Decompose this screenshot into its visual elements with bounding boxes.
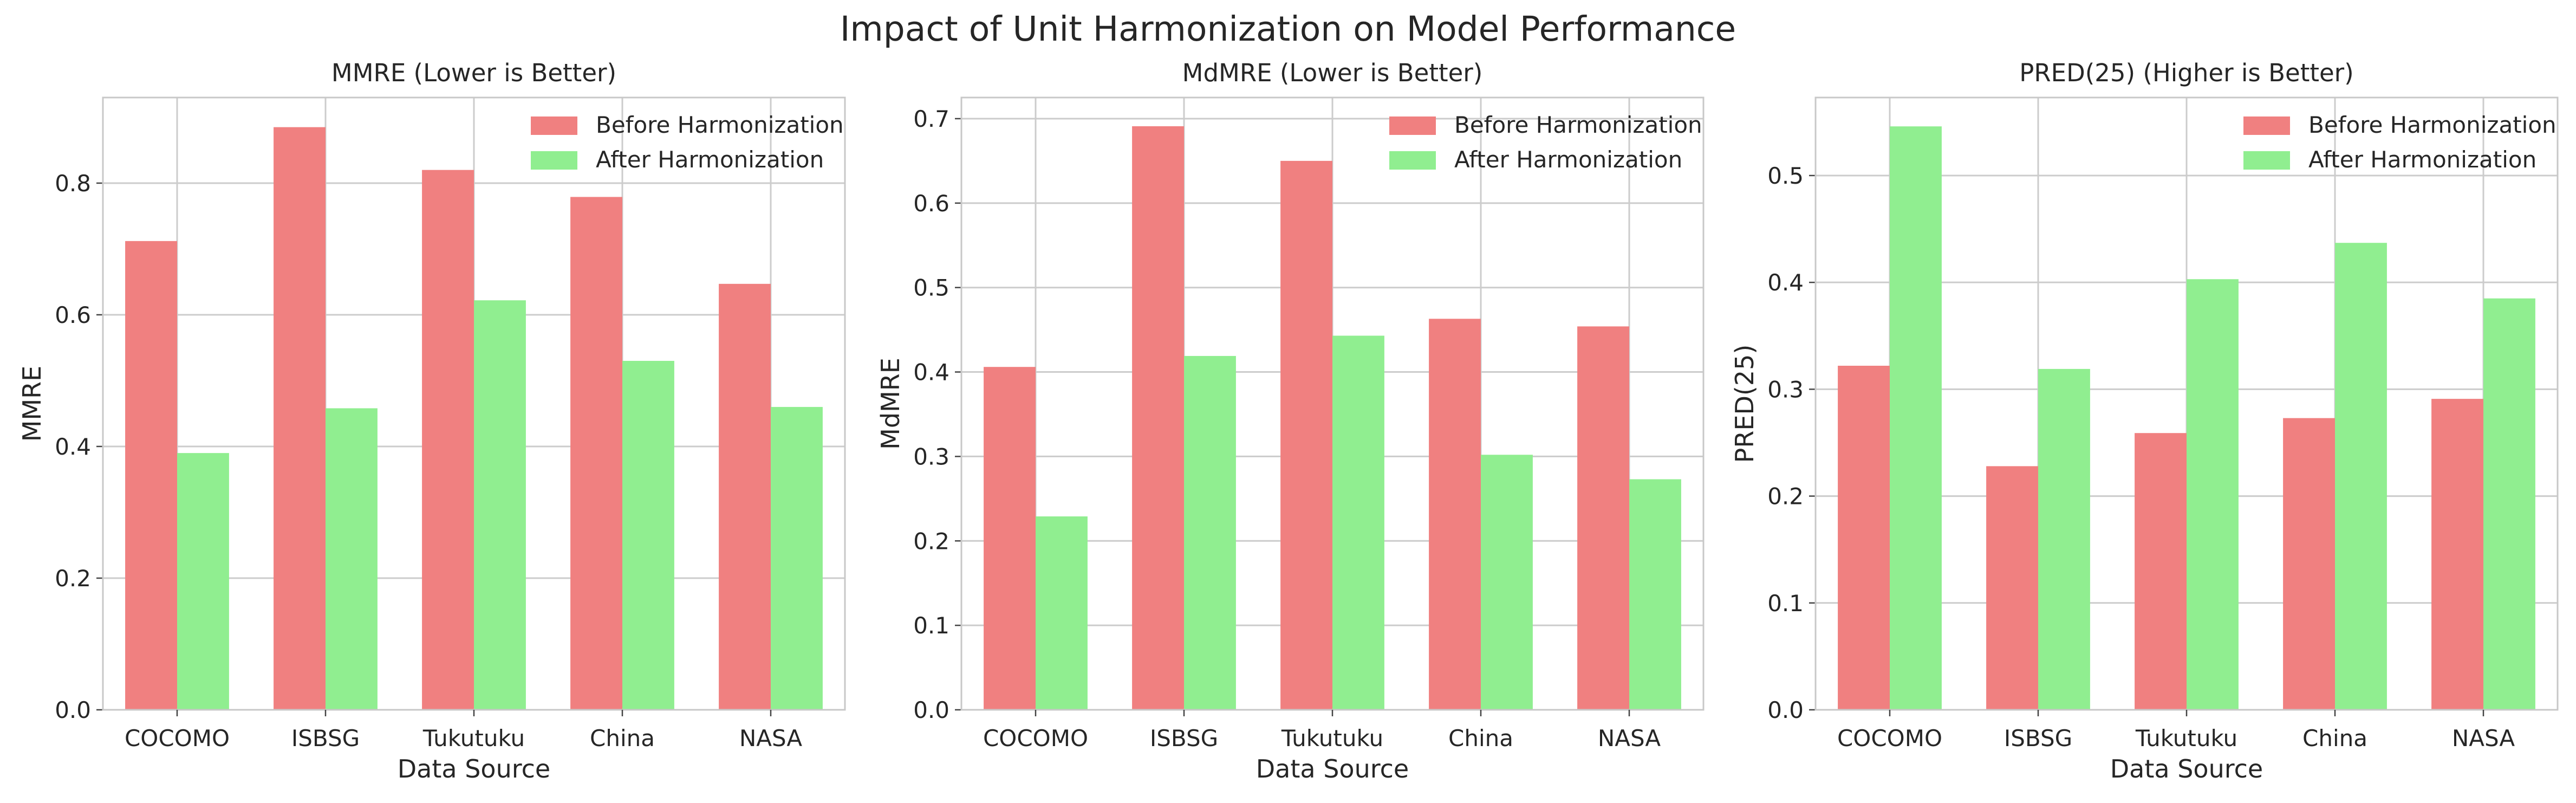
bar-after-cocomo: [1036, 516, 1088, 710]
x-tick-label: China: [590, 725, 655, 752]
bar-after-isbsg: [1184, 355, 1236, 710]
bar-before-china: [570, 197, 622, 710]
bar-before-china: [2283, 418, 2335, 710]
y-tick-label: 0.2: [1767, 483, 1804, 510]
bar-after-china: [622, 361, 674, 710]
x-tick-label: NASA: [1598, 725, 1661, 752]
bar-before-isbsg: [274, 127, 326, 710]
legend: Before Harmonization After Harmonization: [531, 112, 844, 173]
x-tick-label: Tukutuku: [422, 725, 525, 752]
x-tick-label: ISBSG: [291, 725, 360, 752]
bar-after-tukutuku: [1332, 335, 1384, 710]
x-axis-label: Data Source: [1256, 754, 1409, 783]
bar-before-cocomo: [984, 367, 1036, 710]
bar-before-nasa: [719, 283, 771, 710]
bar-after-isbsg: [326, 408, 378, 710]
y-tick-label: 0.1: [913, 612, 949, 639]
y-tick-label: 0.7: [913, 106, 949, 132]
y-tick-label: 0.0: [55, 697, 91, 723]
y-tick-label: 0.2: [913, 528, 949, 554]
y-tick-label: 0.6: [55, 302, 91, 328]
legend: Before Harmonization After Harmonization: [2243, 112, 2557, 173]
bar-before-tukutuku: [422, 170, 474, 710]
legend-swatch-before: [2243, 116, 2290, 135]
x-tick-label: COCOMO: [983, 725, 1088, 752]
y-tick-label: 0.4: [913, 359, 949, 386]
y-tick-label: 0.5: [1767, 163, 1804, 189]
y-tick-label: 0.8: [55, 170, 91, 197]
bar-before-nasa: [2431, 399, 2483, 710]
bar-after-nasa: [2483, 298, 2535, 710]
y-axis-label: MMRE: [17, 366, 47, 442]
chart-panels: 0.0 0.2 0.4 0.6 0.8 COCOMO ISBSG Tukutuku China N…: [17, 59, 2559, 783]
subplot-title: MMRE (Lower is Better): [331, 59, 616, 87]
y-axis-label: PRED(25): [1730, 345, 1759, 463]
y-tick-label: 0.4: [1767, 269, 1804, 296]
legend-label-after: After Harmonization: [596, 146, 824, 173]
bar-before-cocomo: [125, 241, 177, 710]
legend-swatch-after: [1389, 151, 1436, 170]
x-tick-label: COCOMO: [1837, 725, 1942, 752]
bar-after-tukutuku: [2187, 279, 2239, 710]
x-axis-label: Data Source: [2110, 754, 2263, 783]
bar-before-isbsg: [1132, 126, 1184, 710]
bar-before-tukutuku: [1280, 160, 1332, 710]
y-tick-label: 0.4: [55, 433, 91, 460]
bar-after-china: [1481, 455, 1533, 710]
legend-label-before: Before Harmonization: [2308, 112, 2557, 138]
y-tick-label: 0.2: [55, 565, 91, 592]
legend: Before Harmonization After Harmonization: [1389, 112, 1702, 173]
bar-before-tukutuku: [2135, 433, 2187, 710]
legend-swatch-before: [531, 116, 577, 135]
bar-after-cocomo: [1890, 126, 1942, 710]
bar-after-cocomo: [177, 453, 229, 710]
y-axis-label: MdMRE: [876, 358, 905, 450]
x-tick-label: ISBSG: [1150, 725, 1218, 752]
bar-after-tukutuku: [474, 300, 526, 710]
x-tick-label: Tukutuku: [2135, 725, 2237, 752]
subplot-title: PRED(25) (Higher is Better): [2019, 59, 2353, 87]
y-tick-label: 0.0: [1767, 697, 1804, 723]
bar-before-isbsg: [1986, 466, 2038, 710]
x-tick-label: Tukutuku: [1281, 725, 1383, 752]
x-axis-label: Data Source: [398, 754, 550, 783]
x-tick-label: China: [2302, 725, 2367, 752]
y-tick-label: 0.5: [913, 275, 949, 301]
subplot-title: MdMRE (Lower is Better): [1182, 59, 1483, 87]
figure-title: Impact of Unit Harmonization on Model Pe…: [840, 9, 1736, 49]
legend-label-after: After Harmonization: [1454, 146, 1682, 173]
chart-panel-1: 0.0 0.2 0.4 0.6 0.8 COCOMO ISBSG Tukutuku China N…: [17, 59, 846, 783]
y-tick-label: 0.3: [913, 443, 949, 470]
x-tick-label: NASA: [739, 725, 803, 752]
bar-before-china: [1429, 319, 1481, 710]
x-tick-label: ISBSG: [2004, 725, 2072, 752]
bar-before-nasa: [1577, 326, 1629, 710]
x-tick-label: COCOMO: [125, 725, 230, 752]
y-tick-label: 0.1: [1767, 590, 1804, 617]
legend-swatch-after: [2243, 151, 2290, 170]
legend-swatch-after: [531, 151, 577, 170]
bar-before-cocomo: [1838, 365, 1890, 710]
x-tick-label: China: [1448, 725, 1513, 752]
bar-after-nasa: [1629, 479, 1681, 710]
bar-after-nasa: [771, 407, 823, 710]
y-tick-label: 0.0: [913, 697, 949, 723]
y-tick-label: 0.3: [1767, 376, 1804, 403]
chart-panel-3: 0.0 0.1 0.2 0.3 0.4 0.5 COCOMO ISBSG Tukutuku Chi…: [1730, 59, 2559, 783]
y-tick-label: 0.6: [913, 190, 949, 217]
legend-label-before: Before Harmonization: [1454, 112, 1702, 138]
x-tick-label: NASA: [2452, 725, 2515, 752]
legend-label-after: After Harmonization: [2308, 146, 2536, 173]
legend-label-before: Before Harmonization: [596, 112, 844, 138]
bar-after-china: [2335, 243, 2387, 710]
chart-panel-2: 0.0 0.1 0.2 0.3 0.4 0.5 0.6 0.7 COCOMO ISBSG Tukut…: [876, 59, 1705, 783]
bar-after-isbsg: [2038, 368, 2090, 710]
legend-swatch-before: [1389, 116, 1436, 135]
